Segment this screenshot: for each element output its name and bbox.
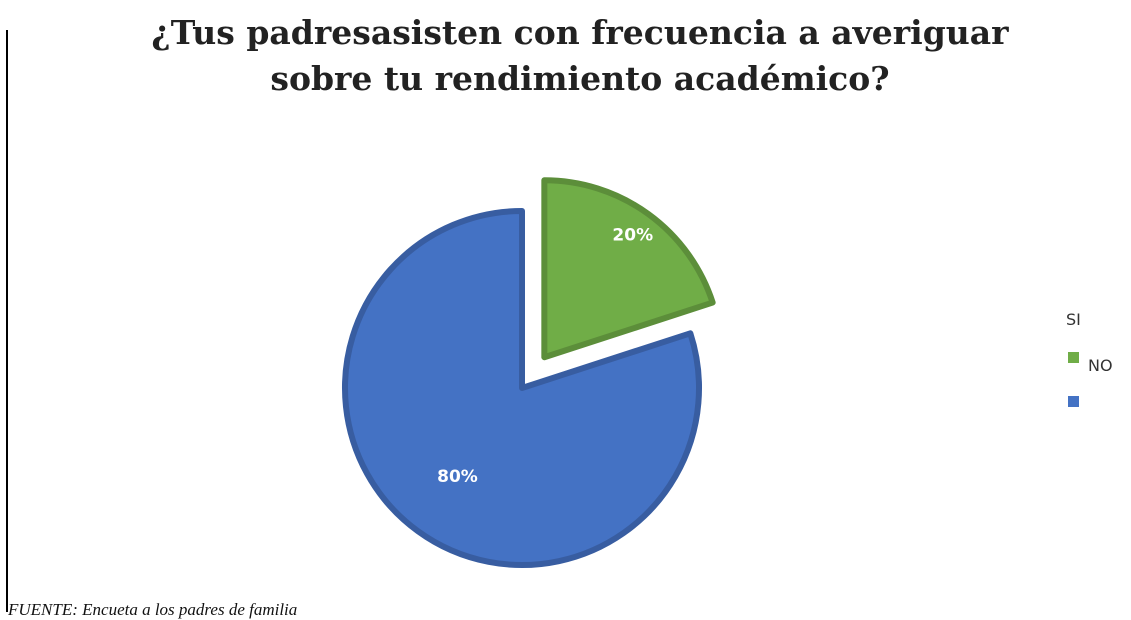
legend-swatch-blue <box>1068 396 1079 407</box>
chart-title-line-1: ¿Tus padresasisten con frecuencia a aver… <box>151 13 1009 52</box>
chart-title: ¿Tus padresasisten con frecuencia a aver… <box>120 10 1040 102</box>
pie-slice-no <box>541 177 716 361</box>
legend-label-no: NO <box>1088 356 1113 375</box>
legend-label-si: SI <box>1066 310 1081 329</box>
source-note: FUENTE: Encueta a los padres de familia <box>8 600 298 619</box>
data-label-si: 80% <box>437 467 478 487</box>
data-label-no: 20% <box>612 226 653 246</box>
legend-swatch-green <box>1068 352 1079 363</box>
left-border-line <box>6 30 8 612</box>
pie-data-labels: 20% 80% <box>437 226 653 487</box>
pie-slices <box>342 177 716 568</box>
chart-title-line-2: sobre tu rendimiento académico? <box>270 59 890 98</box>
pie-slice-si <box>342 208 702 568</box>
